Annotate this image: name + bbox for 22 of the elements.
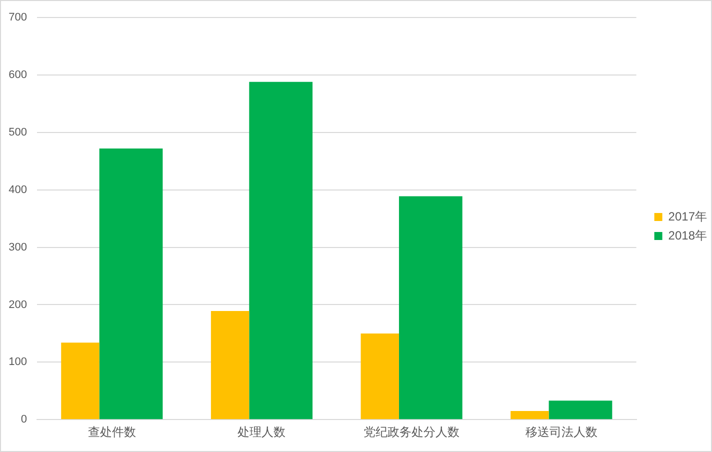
- x-tick-label: 查处件数: [88, 425, 136, 440]
- y-tick-label: 200: [8, 298, 27, 311]
- legend-label: 2017年: [668, 209, 708, 224]
- bar: [99, 148, 163, 420]
- bar: [510, 410, 549, 420]
- y-tick-label: 0: [20, 414, 27, 426]
- bar: [360, 333, 399, 420]
- x-tick-label: 处理人数: [238, 425, 286, 440]
- y-tick-label: 600: [8, 69, 27, 82]
- y-tick-label: 400: [8, 184, 27, 196]
- y-tick-label: 700: [8, 12, 27, 24]
- bar: [249, 82, 313, 420]
- y-tick-label: 500: [8, 126, 27, 138]
- y-tick-label: 300: [8, 241, 27, 254]
- bar: [548, 400, 612, 420]
- bar: [398, 196, 462, 420]
- x-tick-label: 党纪政务处分人数: [364, 425, 460, 440]
- bar: [61, 342, 100, 420]
- x-tick-label: 移送司法人数: [525, 425, 598, 440]
- legend-label: 2018年: [668, 228, 708, 242]
- y-tick-label: 100: [8, 356, 27, 368]
- bar: [210, 311, 250, 420]
